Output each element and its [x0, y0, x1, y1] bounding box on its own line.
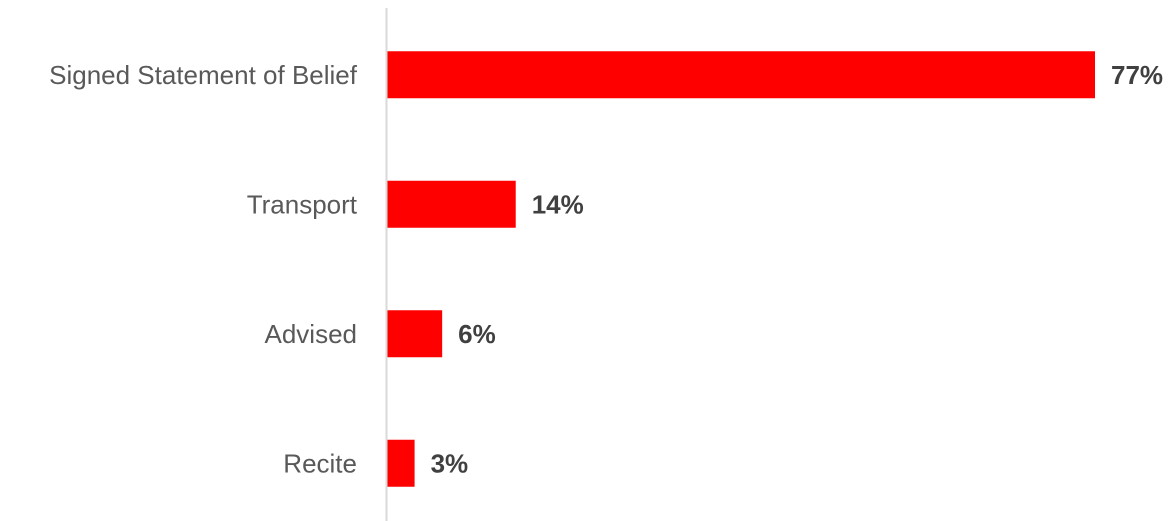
value-label: 6%	[458, 319, 496, 349]
value-label: 14%	[532, 189, 584, 219]
bar-transport	[387, 180, 516, 228]
category-labels: Signed Statement of Belief Transport Advis…	[49, 60, 358, 479]
value-label: 3%	[431, 448, 469, 478]
category-label: Advised	[265, 319, 358, 349]
category-label: Transport	[247, 189, 358, 219]
bar-advised	[387, 310, 443, 358]
bar-signed-statement-of-belief	[387, 51, 1095, 99]
bars-layer	[387, 51, 1095, 487]
bar-recite	[387, 439, 415, 487]
value-labels: 77% 14% 6% 3%	[431, 60, 1163, 479]
category-label: Recite	[283, 448, 357, 478]
value-label: 77%	[1111, 60, 1163, 90]
category-label: Signed Statement of Belief	[49, 60, 358, 90]
